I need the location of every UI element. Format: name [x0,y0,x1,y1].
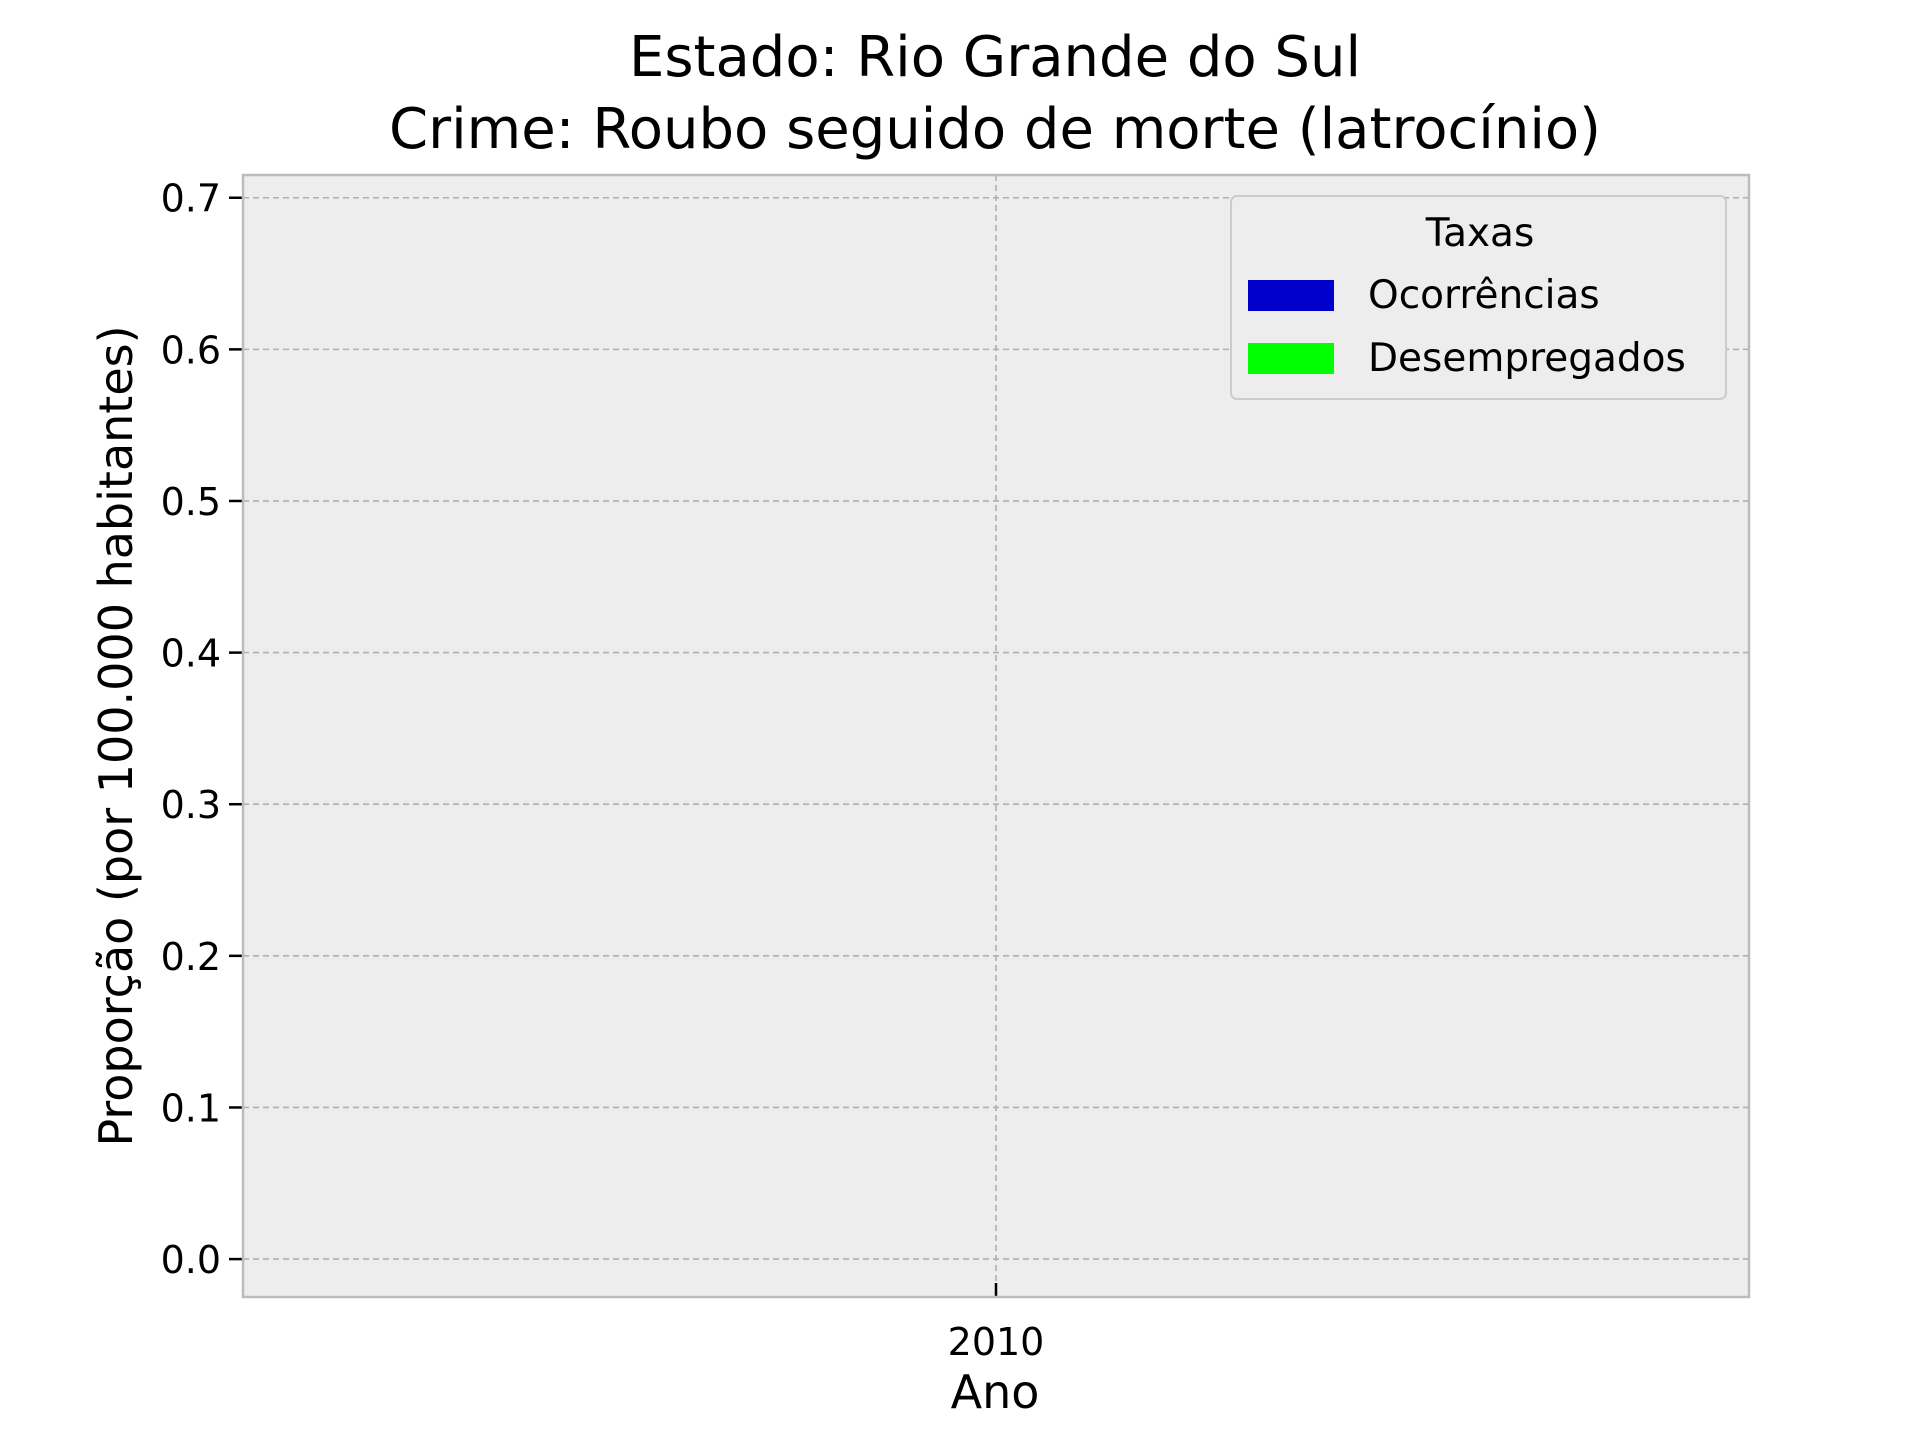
y-tick-label: 0.0 [161,1238,221,1282]
y-tick-label: 0.4 [161,632,221,676]
y-tick-label: 0.6 [161,328,221,372]
y-axis-label: Proporção (por 100.000 habitantes) [89,325,143,1146]
legend-label-ocorrencias: Ocorrências [1368,273,1600,318]
y-tick-label: 0.5 [161,480,221,524]
tick-layer: 0.0 0.1 0.2 0.3 0.4 0.5 0.6 0.7 2010 [161,177,1045,1364]
y-tick-label: 0.1 [161,1086,221,1130]
legend-label-desempregados: Desempregados [1368,336,1686,381]
legend-swatch-desempregados [1248,343,1334,374]
legend-swatch-ocorrencias [1248,280,1334,311]
legend-box [1230,195,1727,400]
x-tick-label: 2010 [948,1320,1045,1364]
chart-title-line-1: Estado: Rio Grande do Sul [629,25,1361,90]
y-tick-label: 0.2 [161,935,221,979]
legend: Taxas Ocorrências Desempregados [1230,195,1727,400]
x-axis-label: Ano [951,1365,1040,1419]
legend-title: Taxas [1425,211,1535,256]
plot-frame [241,173,1751,1299]
y-tick-label: 0.7 [161,177,221,221]
y-tick-label: 0.3 [161,783,221,827]
chart-title-line-2: Crime: Roubo seguido de morte (latrocíni… [389,97,1601,162]
